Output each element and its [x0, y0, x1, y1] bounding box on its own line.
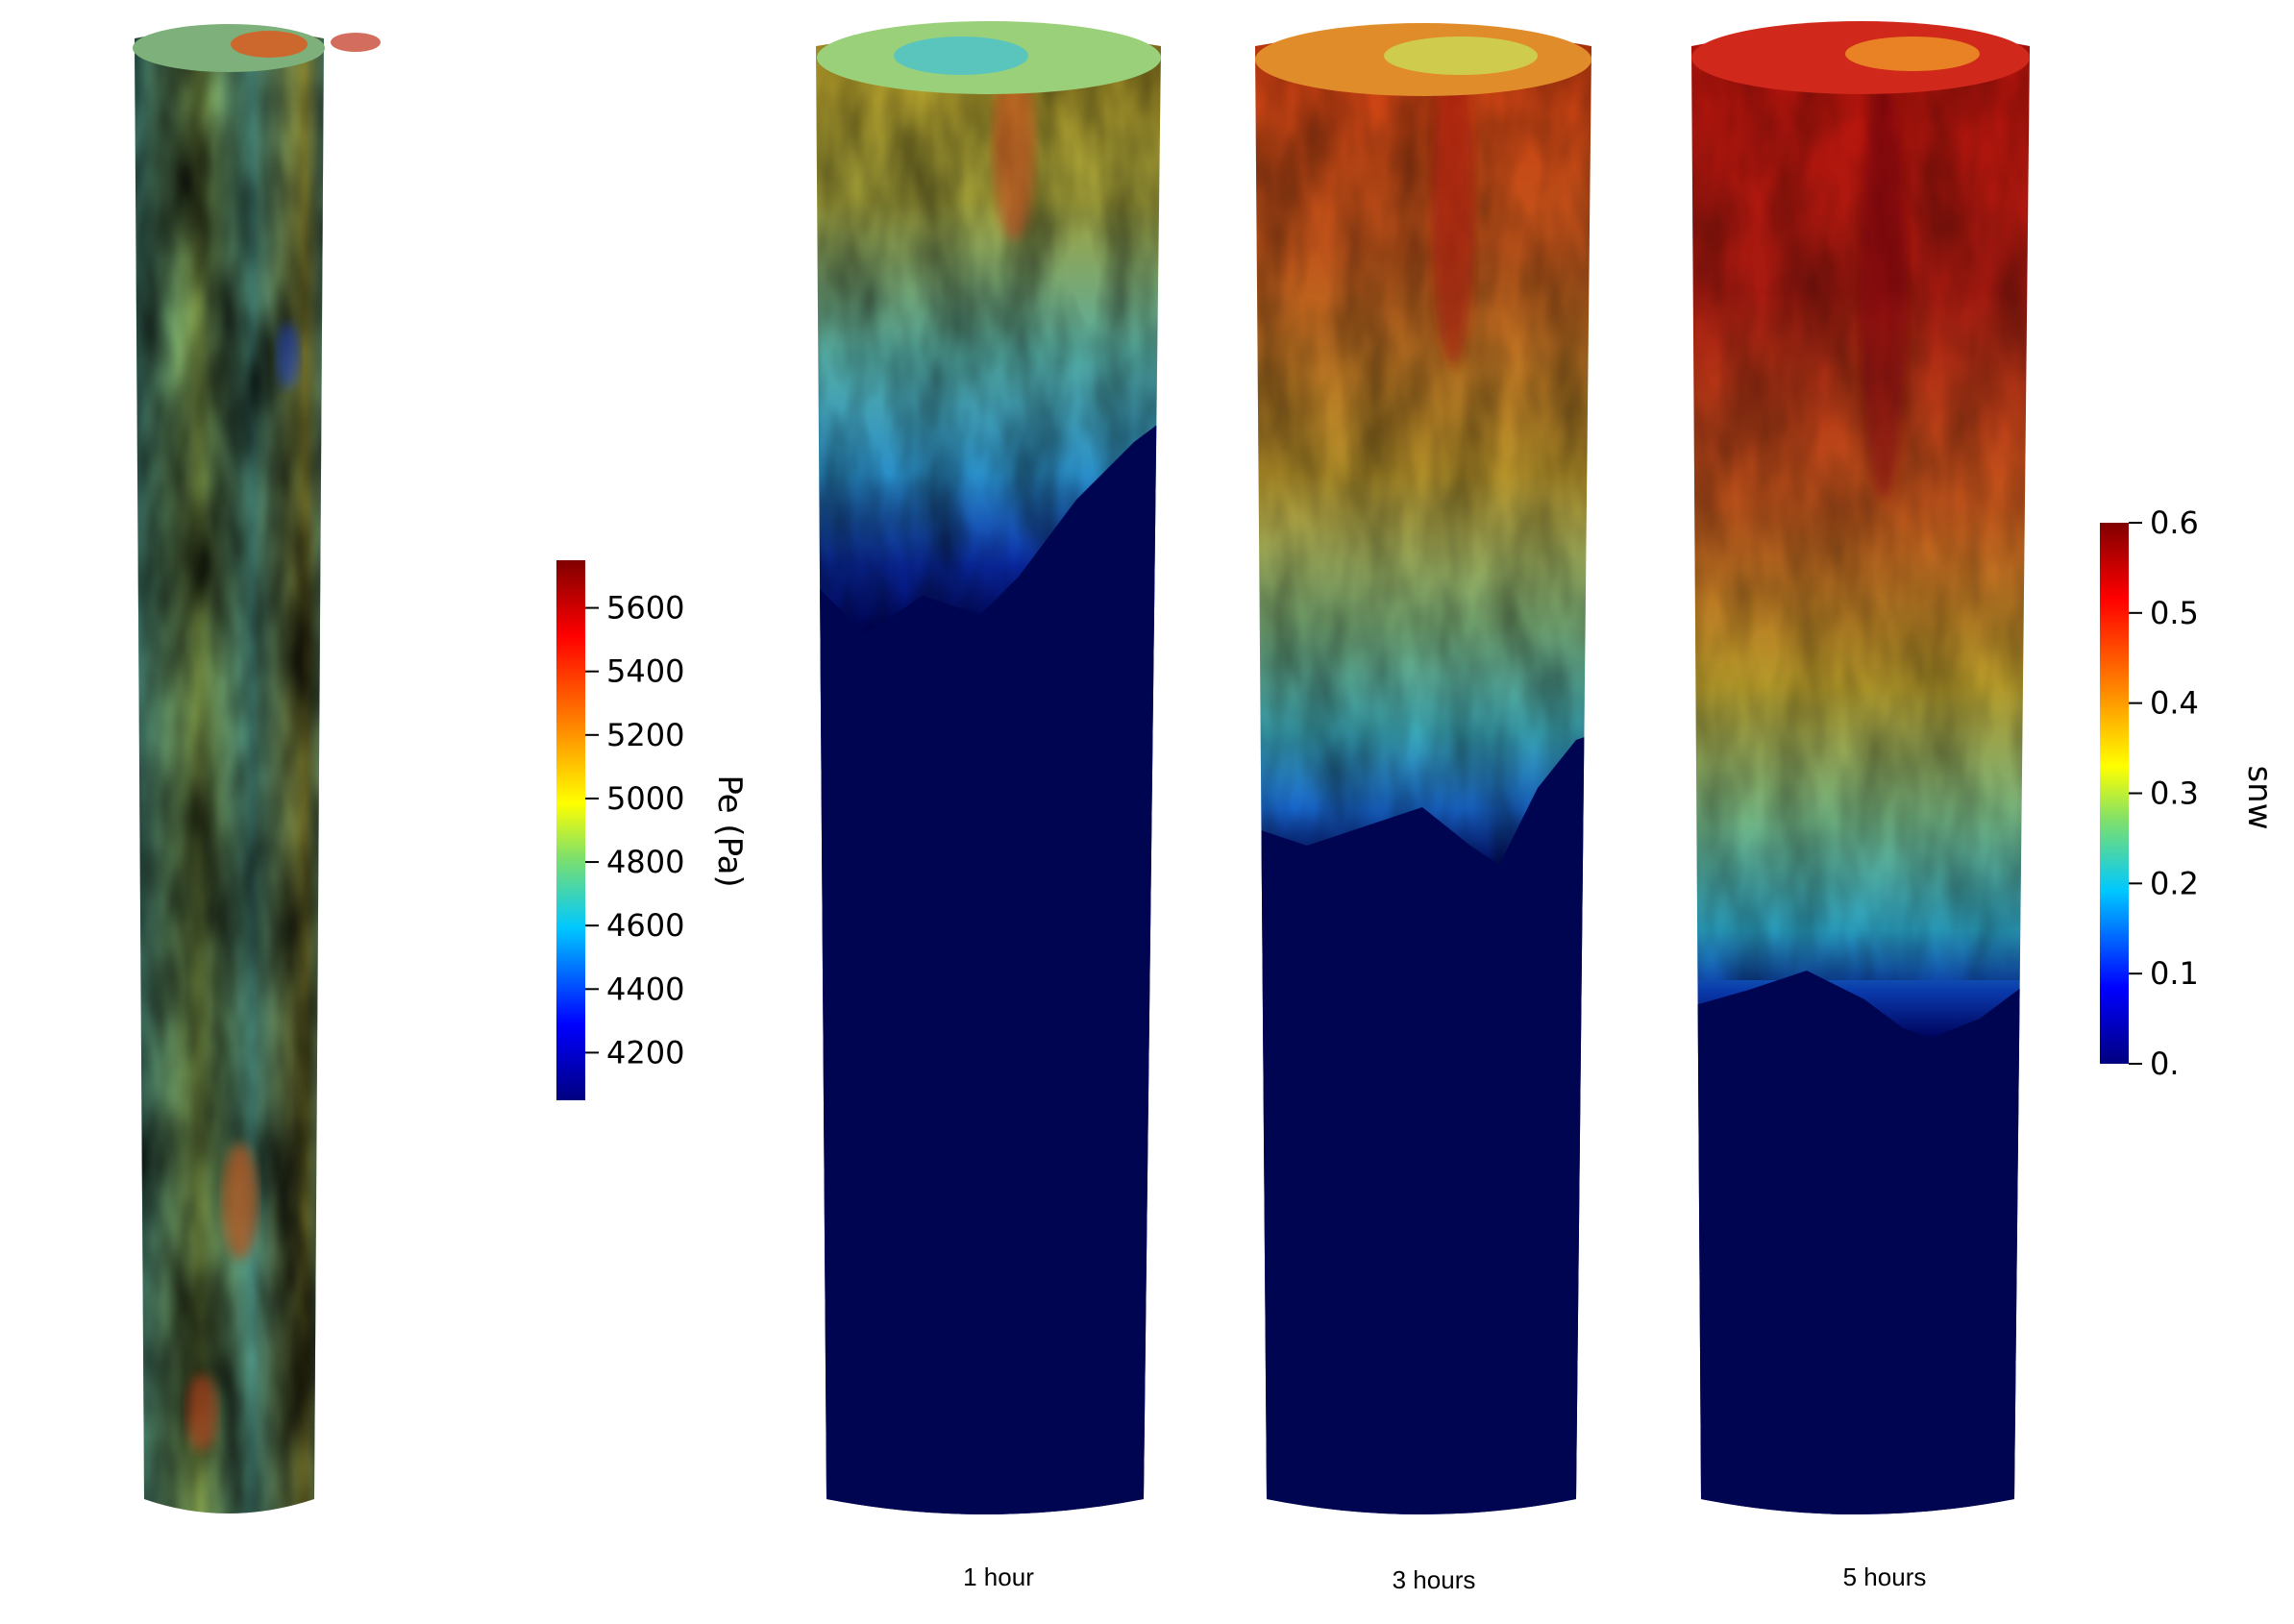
snw-colorbar-tick-label: 0.: [2150, 1046, 2180, 1082]
snw-colorbar-tick-label: 0.6: [2150, 504, 2199, 541]
snw-colorbar-ticks: 0.6 0.5 0.4 0.3 0.2 0.1 0.: [2129, 504, 2199, 1082]
pe-colorbar-tick-label: 5600: [606, 590, 684, 627]
caption-5-hours: 5 hours: [1843, 1562, 1927, 1591]
snw-colorbar-tick-label: 0.3: [2150, 775, 2199, 812]
caption-1-hour: 1 hour: [963, 1562, 1034, 1591]
pe-colorbar-tick-label: 5000: [606, 780, 684, 817]
pe-colorbar-gradient: [556, 560, 585, 1100]
caption-3-hours: 3 hours: [1393, 1565, 1476, 1594]
snw-colorbar-title: snw: [2240, 765, 2279, 829]
pe-colorbar-tick-label: 5200: [606, 717, 684, 753]
snw-column-5-hours: [1691, 21, 2030, 1514]
pe-colorbar-ticks: 5600 5400 5200 5000 4800 4600 4400 4200: [585, 590, 684, 1070]
snw-column-3-hours: [1255, 23, 1591, 1514]
pe-colorbar-tick-label: 5400: [606, 653, 684, 690]
pe-colorbar-title: Pe (Pa): [710, 775, 749, 887]
snw-colorbar-tick-label: 0.4: [2150, 685, 2199, 722]
snw-colorbar-tick-label: 0.5: [2150, 595, 2199, 631]
pe-column: [133, 24, 381, 1513]
snw-colorbar: 0.6 0.5 0.4 0.3 0.2 0.1 0. snw: [2100, 504, 2279, 1082]
pe-colorbar-tick-label: 4200: [606, 1034, 684, 1070]
pe-colorbar-tick-label: 4400: [606, 971, 684, 1007]
snw-colorbar-tick-label: 0.1: [2150, 955, 2199, 992]
pe-colorbar: 5600 5400 5200 5000 4800 4600 4400 4200 Pe (Pa): [556, 560, 749, 1100]
snw-colorbar-tick-label: 0.2: [2150, 865, 2199, 901]
snw-column-1-hour: [816, 21, 1161, 1514]
pe-colorbar-tick-label: 4800: [606, 844, 684, 880]
pe-colorbar-tick-label: 4600: [606, 907, 684, 944]
snw-colorbar-gradient: [2100, 523, 2129, 1064]
